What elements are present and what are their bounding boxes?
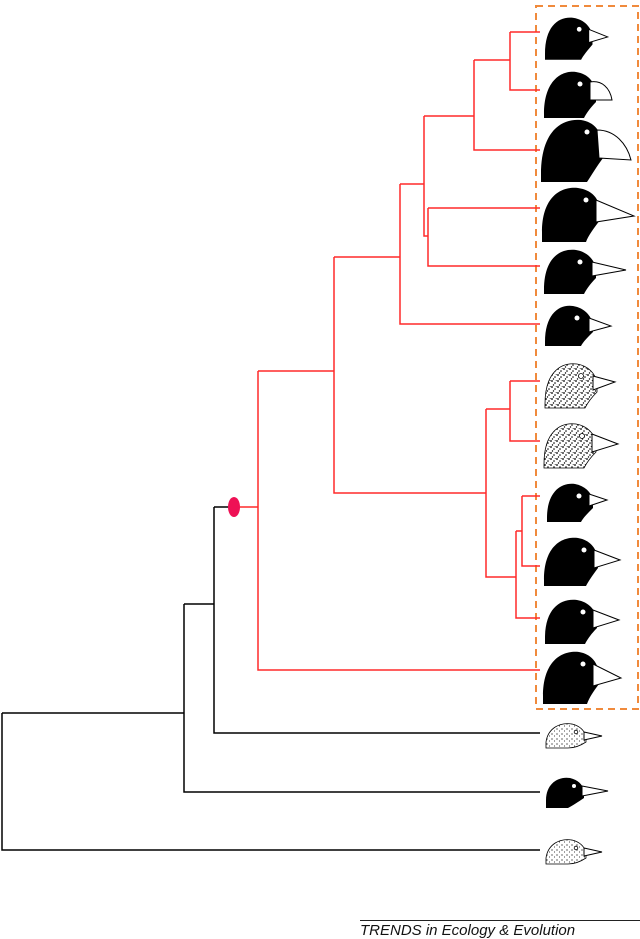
branch-node-a (257, 370, 540, 671)
branch-node-b (333, 257, 486, 494)
outgroup-branches (1, 506, 540, 851)
bird-head-8 (543, 423, 620, 469)
journal-credit: TRENDS in Ecology & Evolution (360, 920, 640, 939)
outgroup-branch-2 (183, 603, 540, 793)
outgroup-branch-1 (213, 506, 540, 734)
branch-node-d (400, 116, 428, 237)
bird-head-9 (547, 483, 609, 522)
bird-head-14 (546, 777, 609, 808)
bird-head-3 (541, 119, 632, 182)
branch-node-h (485, 408, 516, 578)
branch-node-e (424, 59, 540, 151)
branch-node-f (509, 31, 540, 91)
branch-node-k (521, 495, 540, 567)
branch-node-c (334, 184, 540, 325)
bird-head-13 (545, 723, 603, 749)
branch-node-j (515, 530, 540, 619)
bird-head-7 (544, 363, 617, 409)
bird-head-4 (542, 187, 636, 242)
highlighted-clade-box (535, 5, 639, 710)
branch-node-g (427, 207, 540, 267)
clade-branches (240, 31, 540, 671)
bird-head-11 (545, 599, 621, 644)
branch-node-i (509, 380, 540, 442)
bird-head-1 (545, 17, 610, 60)
bird-head-2 (544, 71, 613, 118)
bird-head-10 (544, 537, 622, 586)
bird-head-15 (545, 839, 603, 865)
bird-head-6 (545, 305, 613, 346)
clade-origin-marker (228, 497, 240, 517)
root-branch (1, 712, 540, 851)
bird-head-5 (544, 249, 627, 294)
bird-head-12 (543, 651, 623, 704)
